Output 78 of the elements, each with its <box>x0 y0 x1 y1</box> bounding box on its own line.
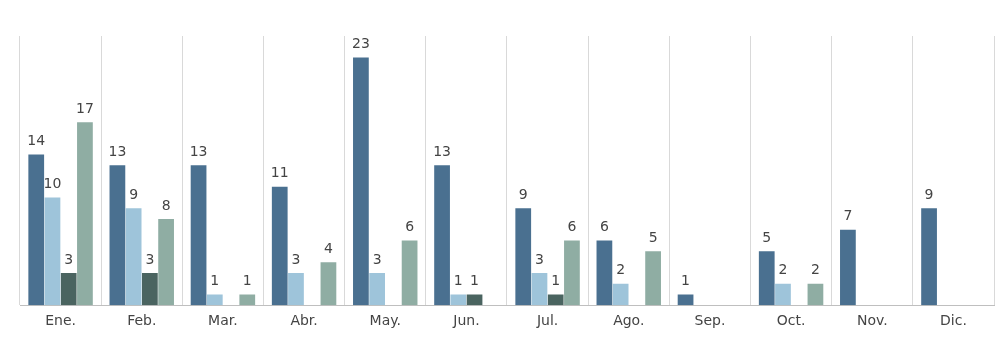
bar <box>77 122 93 306</box>
data-label: 1 <box>470 272 479 289</box>
bar <box>353 57 369 306</box>
x-tick-label: Jun. <box>452 312 480 329</box>
bar <box>109 165 126 306</box>
data-label: 17 <box>76 99 94 116</box>
bar <box>515 208 532 306</box>
bar <box>401 240 418 306</box>
bar <box>239 294 256 306</box>
x-tick-label: Ene. <box>45 312 76 329</box>
data-label: 23 <box>351 35 370 52</box>
bar <box>775 283 791 306</box>
bar <box>206 294 223 306</box>
bar <box>450 294 467 306</box>
data-label: 7 <box>843 207 853 224</box>
bar <box>434 165 450 306</box>
bar <box>190 165 207 306</box>
data-label: 5 <box>648 229 658 245</box>
data-label: 11 <box>270 164 289 181</box>
bar <box>158 219 174 306</box>
x-tick-label: Abr. <box>290 312 318 329</box>
bar <box>547 294 564 306</box>
data-label: 3 <box>535 250 544 267</box>
data-label: 9 <box>518 185 528 202</box>
data-label: 5 <box>762 229 772 245</box>
data-label: 3 <box>372 250 382 267</box>
bar <box>921 208 937 306</box>
bar <box>466 294 483 306</box>
bar <box>677 294 694 306</box>
x-tick-label: Mar. <box>208 312 238 329</box>
data-label: 1 <box>210 272 220 289</box>
data-label: 13 <box>108 142 127 159</box>
bar <box>141 272 158 306</box>
data-label: 3 <box>64 250 74 267</box>
bar <box>28 154 45 306</box>
data-label: 14 <box>27 132 46 149</box>
data-label: 9 <box>924 185 934 202</box>
x-tick-label: Nov. <box>856 312 888 329</box>
data-label: 10 <box>43 175 62 192</box>
data-label: 1 <box>453 272 463 289</box>
data-label: 3 <box>145 250 155 267</box>
data-label: 1 <box>242 272 252 289</box>
bar <box>288 272 304 306</box>
data-label: 13 <box>433 142 451 159</box>
bar <box>125 208 142 306</box>
data-label: 6 <box>567 218 577 235</box>
bar <box>60 272 77 306</box>
bar <box>271 186 288 306</box>
data-label: 9 <box>129 185 139 202</box>
bar <box>596 240 613 306</box>
x-tick-label: Sep. <box>694 312 726 329</box>
data-label: 6 <box>405 218 415 235</box>
data-label: 1 <box>551 272 561 289</box>
bar <box>369 272 386 306</box>
x-tick-label: Dic. <box>940 312 967 329</box>
data-label: 4 <box>323 239 333 256</box>
data-label: 1 <box>681 272 691 289</box>
bar <box>807 283 824 306</box>
bar <box>840 229 856 306</box>
x-tick-label: Ago. <box>613 312 645 329</box>
bar <box>758 251 775 306</box>
data-label: 2 <box>810 261 820 278</box>
bar <box>564 240 580 306</box>
data-label: 2 <box>616 261 626 278</box>
bar <box>44 197 61 306</box>
data-label: 2 <box>778 261 788 278</box>
bar <box>612 283 629 306</box>
data-label: 3 <box>291 250 301 267</box>
x-tick-label: Feb. <box>127 312 157 329</box>
bar <box>320 262 337 306</box>
x-tick-label: May. <box>369 312 401 329</box>
data-label: 13 <box>189 142 208 159</box>
data-label: 6 <box>599 218 609 235</box>
data-label: 8 <box>161 196 171 213</box>
bar <box>531 272 548 306</box>
x-tick-label: Jul. <box>535 312 559 329</box>
x-tick-label: Oct. <box>776 312 806 329</box>
bar <box>645 251 661 306</box>
